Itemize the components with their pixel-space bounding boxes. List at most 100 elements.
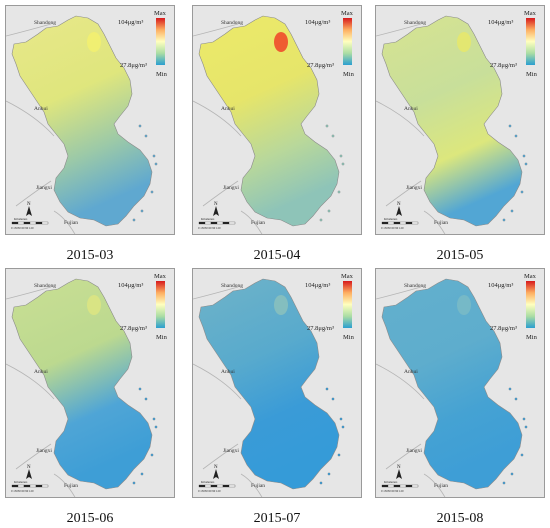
island (325, 387, 329, 391)
region-label-fujian: Fujian (434, 483, 448, 489)
legend-min-label: Min (156, 334, 168, 341)
study-area (11, 278, 153, 490)
hotspot (87, 295, 101, 315)
island (514, 397, 518, 401)
legend-color-bar (343, 281, 352, 328)
map-svg: Shandong Anhui Jiangxi Fujian Max 104μg/m³ 27.… (193, 273, 355, 497)
legend-min-label: Min (526, 71, 538, 78)
legend-max-label: Max (154, 273, 167, 280)
legend-min-label: Min (343, 334, 355, 341)
island (140, 472, 144, 476)
island (325, 124, 329, 128)
scale-bar-labels: 0 15030 60 90 120 (11, 226, 34, 230)
island (154, 425, 158, 429)
legend-max-value: 104μg/m³ (488, 19, 513, 26)
island (522, 154, 526, 158)
map-svg: Shandong Anhui Jiangxi Fujian Max 104μg/m³ 27.… (6, 10, 168, 234)
island (327, 209, 331, 213)
island (319, 481, 323, 485)
scale-bar-labels: 0 15030 60 90 120 (198, 226, 221, 230)
legend-max-value: 104μg/m³ (305, 19, 330, 26)
legend-max-label: Max (154, 10, 167, 17)
legend-min-label: Min (343, 71, 355, 78)
island (331, 134, 335, 138)
island (341, 162, 345, 166)
hotspot (274, 295, 288, 315)
region-label-anhui: Anhui (221, 369, 235, 375)
island (341, 425, 345, 429)
region-label-anhui: Anhui (404, 106, 418, 112)
map-panel-2015-04: Shandong Anhui Jiangxi Fujian Max 104μg/m³ 27.… (192, 5, 362, 235)
scale-bar-unit: Kilometers (14, 217, 28, 221)
legend-max-label: Max (341, 10, 354, 17)
legend-max-value: 104μg/m³ (488, 282, 513, 289)
legend-min-value: 27.8μg/m³ (120, 325, 147, 332)
map-panel-2015-08: Shandong Anhui Jiangxi Fujian Max 104μg/m³ 27.… (375, 268, 545, 498)
legend-max-value: 104μg/m³ (118, 282, 143, 289)
region-label-jiangxi: Jiangxi (223, 448, 239, 454)
panel-caption: 2015-07 (253, 511, 301, 526)
legend-color-bar (526, 281, 535, 328)
scale-bar-labels: 0 15030 60 90 120 (198, 489, 221, 493)
island (132, 481, 136, 485)
island (502, 218, 506, 222)
map-svg: Shandong Anhui Jiangxi Fujian Max 104μg/m³ 27.… (6, 273, 168, 497)
region-label-shandong: Shandong (221, 283, 243, 289)
study-area (198, 278, 340, 490)
north-arrow-label: N (27, 202, 31, 207)
island (520, 190, 524, 194)
scale-bar (11, 221, 49, 225)
map-svg: Shandong Anhui Jiangxi Fujian Max 104μg/m³ 27.… (193, 10, 355, 234)
island (138, 387, 142, 391)
legend-min-label: Min (156, 71, 168, 78)
island (144, 134, 148, 138)
region-label-anhui: Anhui (34, 369, 48, 375)
island (337, 190, 341, 194)
scale-bar-labels: 0 15030 60 90 120 (381, 226, 404, 230)
province-boundaries (376, 23, 446, 234)
island (327, 472, 331, 476)
island (510, 472, 514, 476)
north-arrow-label: N (214, 465, 218, 470)
island (337, 453, 341, 457)
region-label-jiangxi: Jiangxi (36, 185, 52, 191)
legend-max-label: Max (524, 273, 537, 280)
map-panel-2015-06: Shandong Anhui Jiangxi Fujian Max 104μg/m³ 27.… (5, 268, 175, 498)
region-label-anhui: Anhui (404, 369, 418, 375)
region-label-shandong: Shandong (404, 20, 426, 26)
province-boundaries (193, 23, 263, 234)
region-label-shandong: Shandong (221, 20, 243, 26)
scale-bar (11, 484, 49, 488)
map-svg: Shandong Anhui Jiangxi Fujian Max 104μg/m³ 27.… (376, 273, 538, 497)
island (339, 154, 343, 158)
panel-caption: 2015-04 (253, 248, 301, 263)
legend-min-label: Min (526, 334, 538, 341)
region-label-jiangxi: Jiangxi (406, 185, 422, 191)
island (514, 134, 518, 138)
map-svg: Shandong Anhui Jiangxi Fujian Max 104μg/m³ 27.… (376, 10, 538, 234)
north-arrow-icon (213, 469, 219, 479)
scale-bar-unit: Kilometers (384, 217, 398, 221)
island (524, 425, 528, 429)
island (138, 124, 142, 128)
legend-min-value: 27.8μg/m³ (490, 62, 517, 69)
island (319, 218, 323, 222)
island (140, 209, 144, 213)
island (502, 481, 506, 485)
map-panel-2015-05: Shandong Anhui Jiangxi Fujian Max 104μg/m³ 27.… (375, 5, 545, 235)
province-boundaries (193, 286, 263, 497)
island (508, 124, 512, 128)
legend-max-label: Max (341, 273, 354, 280)
island (522, 417, 526, 421)
region-label-anhui: Anhui (34, 106, 48, 112)
north-arrow-icon (26, 469, 32, 479)
north-arrow-label: N (214, 202, 218, 207)
island (152, 154, 156, 158)
scale-bar (198, 484, 236, 488)
region-label-anhui: Anhui (221, 106, 235, 112)
panel-caption: 2015-03 (66, 248, 114, 263)
island (144, 397, 148, 401)
hotspot (457, 32, 471, 52)
island (154, 162, 158, 166)
panel-caption: 2015-08 (436, 511, 484, 526)
